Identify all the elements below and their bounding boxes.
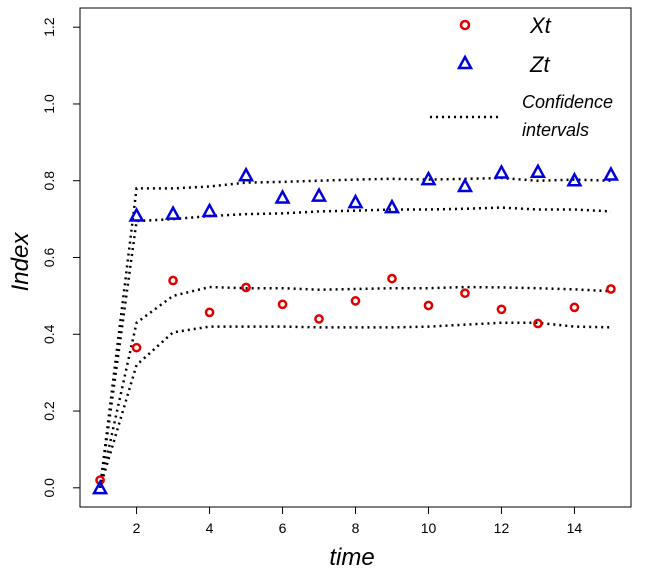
legend-xt-marker — [459, 19, 471, 31]
ci-zt-upper-line — [98, 176, 611, 488]
xt-point — [314, 314, 324, 324]
y-tick-label: 1.2 — [41, 17, 57, 37]
x-axis-title: time — [329, 544, 374, 571]
confidence-interval-lines — [98, 176, 611, 489]
xt-point — [423, 300, 434, 311]
zt-point — [529, 163, 547, 179]
zt-point — [91, 479, 109, 495]
x-tick-label: 4 — [206, 520, 214, 536]
xt-point — [387, 273, 397, 284]
ci-xt-lower-line — [98, 321, 611, 489]
y-tick-label: 0.0 — [41, 478, 57, 498]
zt-point — [493, 163, 510, 179]
y-tick-label: 0.2 — [41, 401, 57, 421]
zt-point — [274, 188, 291, 204]
y-tick-label: 0.8 — [41, 171, 57, 191]
y-axis: 0.0 0.2 0.4 0.6 0.8 1.0 1.2 — [41, 17, 80, 498]
legend-zt-label: Zt — [529, 52, 550, 77]
xt-point — [131, 342, 142, 353]
xt-point — [606, 284, 616, 294]
ci-xt-upper-line — [98, 285, 611, 489]
zt-point — [420, 170, 437, 186]
zt-point — [310, 186, 328, 202]
data-points — [91, 163, 620, 495]
x-tick-label: 6 — [279, 520, 287, 536]
xt-point — [496, 304, 507, 315]
legend-xt-label: Xt — [529, 13, 552, 38]
legend-ci-label-line2: intervals — [522, 120, 589, 140]
zt-point — [201, 202, 218, 218]
xt-point — [569, 302, 580, 313]
x-tick-label: 12 — [494, 520, 510, 536]
legend-ci-label-line1: Confidence — [522, 92, 613, 112]
y-tick-label: 0.4 — [41, 324, 57, 344]
zt-point — [164, 205, 182, 220]
legend-zt-marker — [456, 54, 474, 70]
plot-frame — [79, 7, 632, 508]
xt-point — [460, 288, 470, 299]
xt-point — [241, 282, 251, 293]
zt-point — [602, 165, 620, 181]
x-tick-label: 14 — [567, 520, 583, 536]
xt-point — [204, 307, 215, 318]
xt-point — [277, 299, 288, 310]
x-tick-label: 2 — [133, 520, 141, 536]
ci-zt-lower-line — [98, 206, 611, 488]
y-axis-title: Index — [7, 232, 34, 292]
zt-point — [383, 198, 401, 214]
zt-point — [128, 206, 145, 222]
zt-point — [237, 166, 255, 182]
zt-point — [456, 177, 474, 193]
xt-point — [350, 296, 361, 306]
x-tick-label: 8 — [352, 520, 360, 536]
x-tick-label: 10 — [421, 520, 437, 536]
xt-point — [168, 275, 178, 286]
x-axis: 2 4 6 8 10 12 14 — [133, 507, 583, 536]
y-tick-label: 0.6 — [41, 248, 57, 268]
legend: Xt Zt Confidence intervals — [430, 13, 613, 140]
y-tick-label: 1.0 — [41, 94, 57, 114]
zt-point — [347, 193, 364, 209]
zt-point — [566, 171, 583, 187]
xt-point — [533, 318, 543, 329]
